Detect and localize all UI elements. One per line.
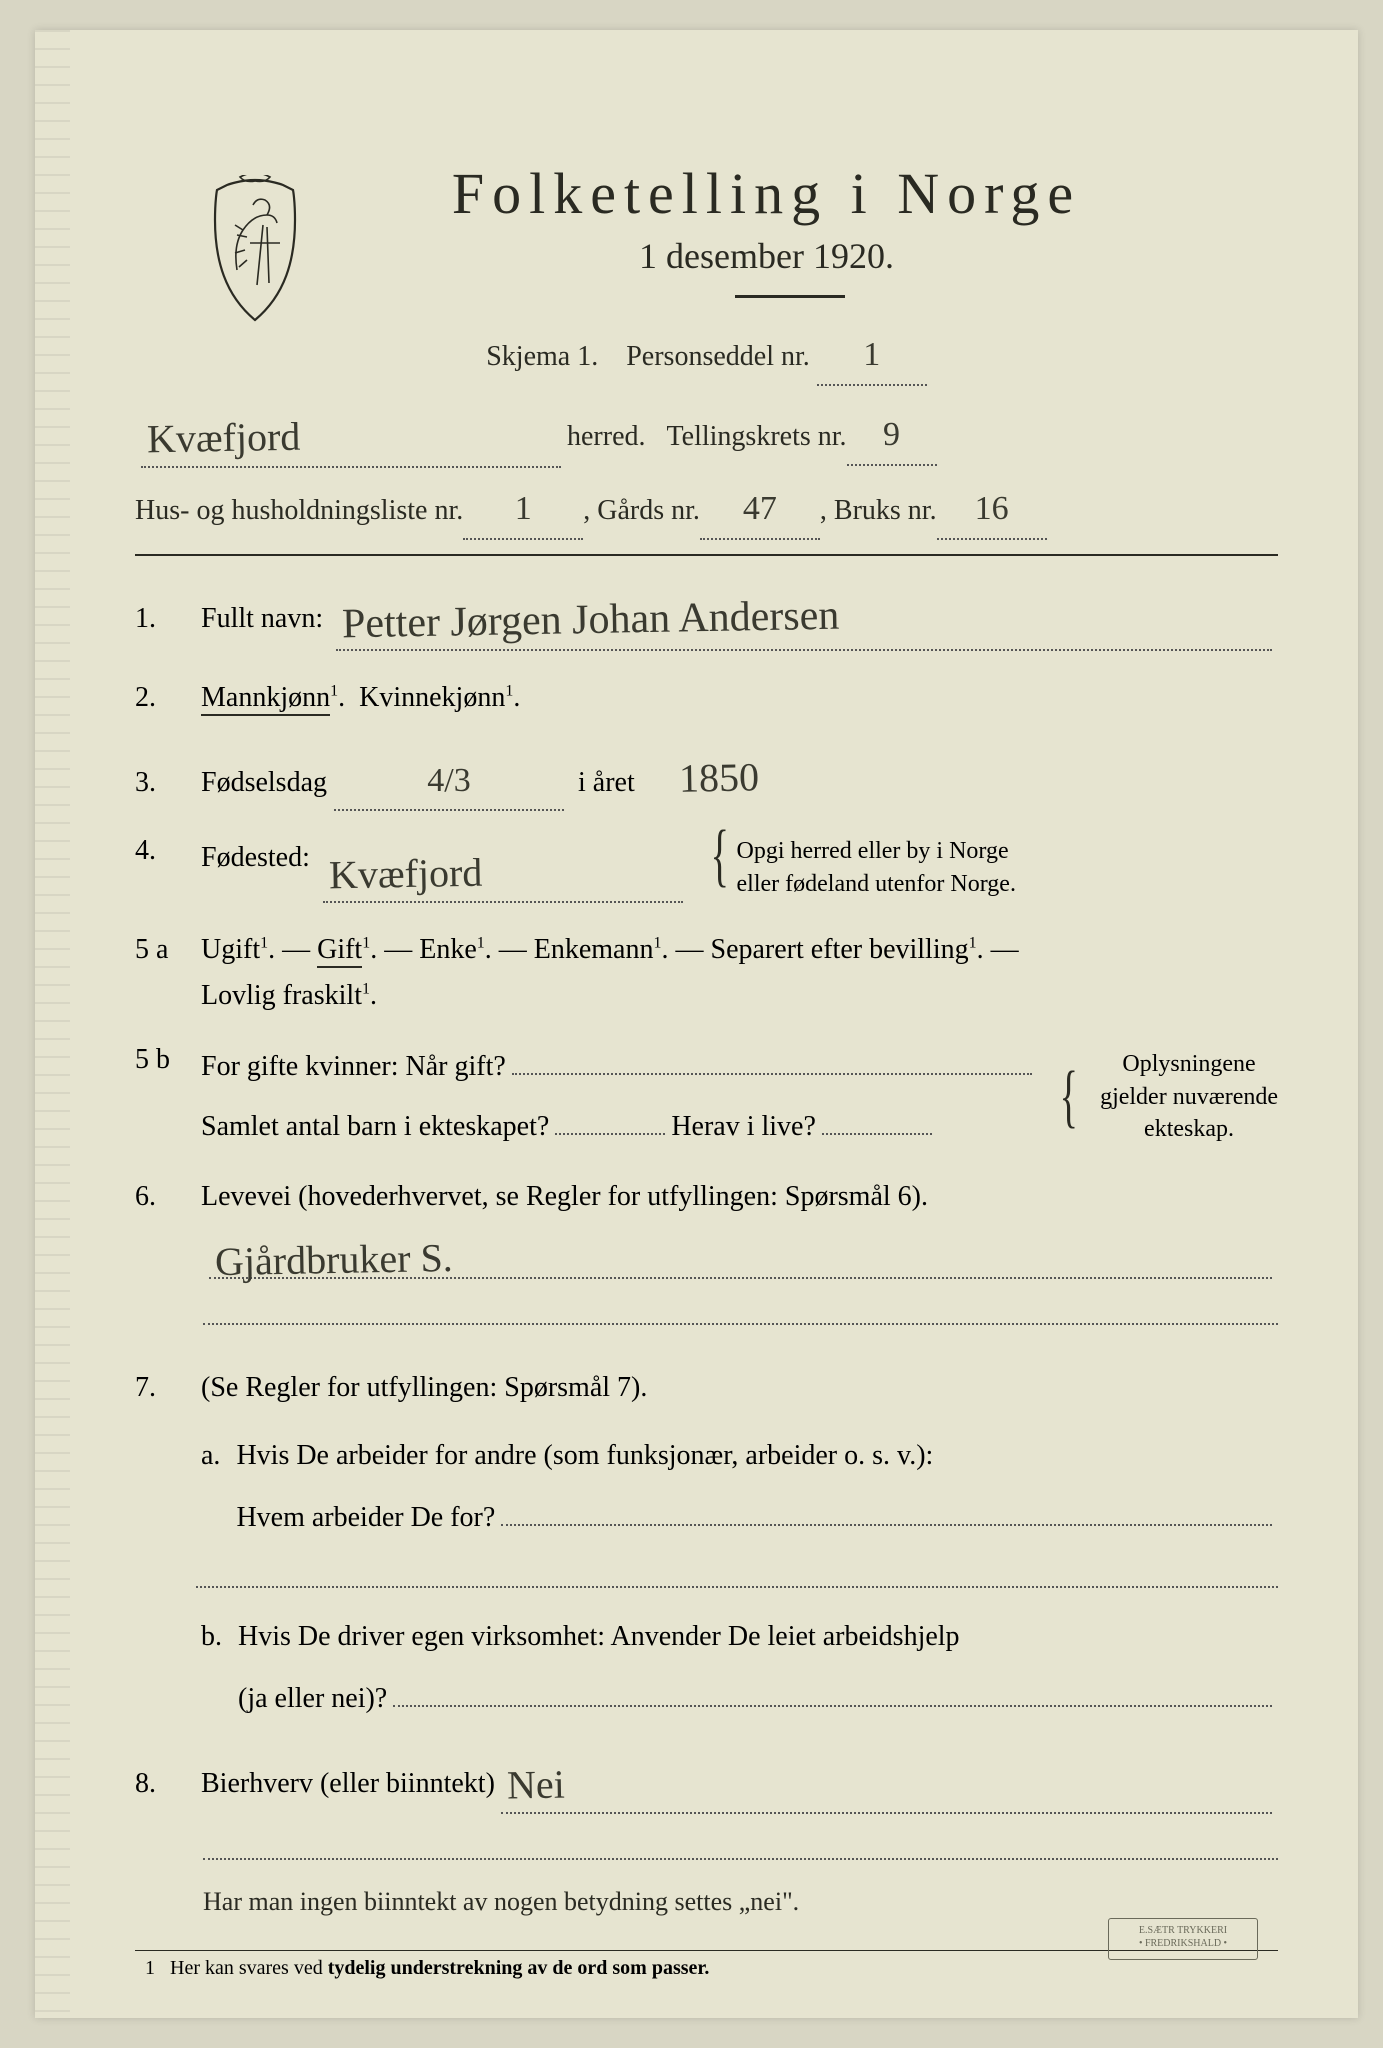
q7a-field xyxy=(501,1524,1272,1526)
q4-num: 4. xyxy=(135,835,183,867)
norway-coat-of-arms xyxy=(195,175,315,325)
q1-num: 1. xyxy=(135,603,183,635)
bruks-nr: 16 xyxy=(937,480,1047,540)
meta-line-2: Kvæfjord herred. Tellingskrets nr. 9 xyxy=(135,398,1278,468)
q6-blank-line xyxy=(203,1297,1278,1325)
q2-num: 2. xyxy=(135,682,183,714)
page-title: Folketelling i Norge xyxy=(255,160,1278,227)
q5b-num: 5 b xyxy=(135,1044,183,1076)
husliste-label: Hus- og husholdningsliste nr. xyxy=(135,487,463,535)
q7b-num: b. xyxy=(201,1614,222,1722)
rule-2 xyxy=(135,1950,1278,1951)
bruks-label: , Bruks nr. xyxy=(820,487,937,535)
meta-line-1: Skjema 1. Personseddel nr. 1 xyxy=(135,326,1278,386)
q5a: 5 a Ugift1. — Gift1. — Enke1. — Enkemann… xyxy=(135,927,1278,1019)
q8-num: 8. xyxy=(135,1768,183,1800)
q3: 3. Fødselsdag 4/3 i året 1850 xyxy=(135,745,1278,811)
q8-blank-line xyxy=(203,1832,1278,1860)
q5b-gift-field xyxy=(512,1073,1033,1075)
census-form-page: Folketelling i Norge 1 desember 1920. Sk… xyxy=(35,30,1358,2018)
q4-note: Opgi herred eller by i Norge eller fødel… xyxy=(737,835,1016,900)
q7a-l2: Hvem arbeider De for? xyxy=(236,1495,495,1541)
footnote: 1 Her kan svares ved tydelig understrekn… xyxy=(135,1957,1278,1980)
q3-mid: i året xyxy=(578,767,635,798)
gards-label: , Gårds nr. xyxy=(583,487,700,535)
q5a-enkemann: Enkemann xyxy=(534,934,654,965)
q5b-barn-field xyxy=(555,1133,665,1135)
q5a-enke: Enke xyxy=(419,934,477,965)
q7b-l2: (ja eller nei)? xyxy=(238,1676,387,1722)
q7a-l1: Hvis De arbeider for andre (som funksjon… xyxy=(236,1440,933,1471)
q7a-blank-line xyxy=(196,1560,1278,1588)
q8-label: Bierhverv (eller biinntekt) xyxy=(201,1761,495,1807)
brace-icon: { xyxy=(710,835,728,877)
q5b-live-field xyxy=(822,1133,932,1135)
q8-value: Nei xyxy=(501,1746,1272,1814)
q6: 6. Levevei (hovederhvervet, se Regler fo… xyxy=(135,1174,1278,1220)
q2-kvinne: Kvinnekjønn xyxy=(359,682,505,713)
q5a-gift: Gift xyxy=(317,934,362,968)
q5a-ugift: Ugift xyxy=(201,934,260,965)
q6-num: 6. xyxy=(135,1181,183,1213)
q7-num: 7. xyxy=(135,1372,183,1404)
q4-label: Fødested: xyxy=(201,835,310,881)
gards-nr: 47 xyxy=(700,480,820,540)
personseddel-nr: 1 xyxy=(817,326,927,386)
personseddel-label: Personseddel nr. xyxy=(626,341,810,372)
q1-value: Petter Jørgen Johan Andersen xyxy=(336,580,1272,651)
printer-stamp: E.SÆTR TRYKKERI• FREDRIKSHALD • xyxy=(1108,1918,1258,1960)
q7-label: (Se Regler for utfyllingen: Spørsmål 7). xyxy=(201,1372,647,1403)
q5a-sep: Separert efter bevilling xyxy=(711,934,969,965)
tellingskrets-nr: 9 xyxy=(847,406,937,466)
skjema-label: Skjema 1. xyxy=(486,341,598,372)
meta-line-3: Hus- og husholdningsliste nr. 1 , Gårds … xyxy=(135,480,1278,540)
q1-label: Fullt navn: xyxy=(201,596,323,642)
q4-value: Kvæfjord xyxy=(323,835,683,903)
rule-1 xyxy=(135,554,1278,556)
q2: 2. Mannkjønn1. Kvinnekjønn1. xyxy=(135,675,1278,721)
herred-field: Kvæfjord xyxy=(141,398,561,468)
q1: 1. Fullt navn: Petter Jørgen Johan Ander… xyxy=(135,580,1278,651)
q7: 7. (Se Regler for utfyllingen: Spørsmål … xyxy=(135,1365,1278,1722)
brace-icon-2: { xyxy=(1060,1076,1078,1118)
q3-year: 1850 xyxy=(649,745,789,811)
q2-mann: Mannkjønn xyxy=(201,682,330,716)
title-divider xyxy=(735,295,845,298)
page-subtitle: 1 desember 1920. xyxy=(255,235,1278,277)
q5b-note: Oplysningene gjelder nuværende ekteskap. xyxy=(1100,1048,1278,1145)
q7b-l1: Hvis De driver egen virksomhet: Anvender… xyxy=(238,1621,960,1652)
q6-label: Levevei (hovederhvervet, se Regler for u… xyxy=(201,1181,928,1212)
q3-num: 3. xyxy=(135,767,183,799)
q5b: 5 b For gifte kvinner: Når gift? Samlet … xyxy=(135,1044,1278,1150)
q3-day: 4/3 xyxy=(334,753,564,811)
perforation-edge xyxy=(35,30,70,2018)
q4: 4. Fødested: Kvæfjord { Opgi herred elle… xyxy=(135,835,1278,903)
q6-value-line: Gjårdbruker S. xyxy=(203,1230,1278,1279)
q7b-field xyxy=(393,1705,1272,1707)
q5b-l2a: Samlet antal barn i ekteskapet? xyxy=(201,1104,549,1150)
tellingskrets-label: Tellingskrets nr. xyxy=(667,413,847,461)
herred-label: herred. xyxy=(567,413,646,461)
husliste-nr: 1 xyxy=(463,480,583,540)
q5a-num: 5 a xyxy=(135,934,183,966)
q8: 8. Bierhverv (eller biinntekt) Nei xyxy=(135,1746,1278,1814)
q6-value: Gjårdbruker S. xyxy=(209,1230,1272,1279)
q5a-lov: Lovlig fraskilt xyxy=(201,980,362,1011)
q5b-l1: For gifte kvinner: Når gift? xyxy=(201,1044,506,1090)
q5b-l2b: Herav i live? xyxy=(671,1104,816,1150)
q3-label: Fødselsdag xyxy=(201,767,327,798)
